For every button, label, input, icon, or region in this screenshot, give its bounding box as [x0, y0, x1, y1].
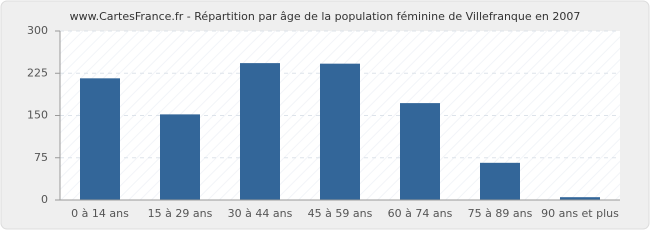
- y-tick-label: 75: [34, 151, 48, 164]
- chart: www.CartesFrance.fr - Répartition par âg…: [0, 0, 650, 230]
- x-tick-label: 15 à 29 ans: [148, 207, 213, 220]
- bar: [160, 114, 200, 200]
- chart-title: www.CartesFrance.fr - Répartition par âg…: [70, 10, 581, 23]
- x-tick-label: 0 à 14 ans: [71, 207, 129, 220]
- bar: [560, 197, 600, 200]
- bar: [400, 103, 440, 200]
- x-tick-label: 90 ans et plus: [541, 207, 619, 220]
- x-tick-label: 45 à 59 ans: [308, 207, 373, 220]
- y-tick-label: 300: [27, 24, 48, 37]
- bar: [480, 162, 520, 200]
- x-tick-label: 60 à 74 ans: [388, 207, 453, 220]
- bar: [240, 63, 280, 200]
- bar: [80, 78, 120, 200]
- y-tick-label: 0: [41, 193, 48, 206]
- bar: [320, 63, 360, 200]
- y-tick-label: 150: [27, 109, 48, 122]
- x-tick-label: 75 à 89 ans: [468, 207, 533, 220]
- x-tick-label: 30 à 44 ans: [228, 207, 293, 220]
- y-tick-label: 225: [27, 66, 48, 79]
